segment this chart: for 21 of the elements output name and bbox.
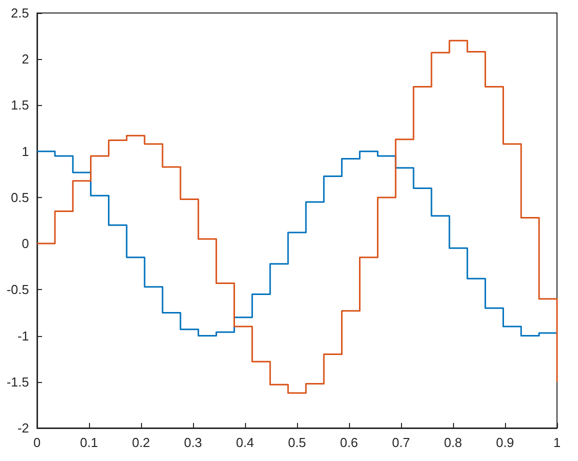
y-tick-label: -1 [17, 328, 29, 344]
x-tick-label: 0.4 [236, 435, 254, 450]
y-tick-label: -2 [17, 420, 29, 436]
x-tick-label: 0.6 [340, 435, 358, 450]
y-tick-label: -0.5 [6, 282, 29, 298]
y-tick-label: -1.5 [6, 374, 29, 390]
x-tick-label: 0.9 [496, 435, 514, 450]
x-tick-label: 0.8 [444, 435, 462, 450]
y-tick-label: 1 [22, 144, 29, 159]
x-tick-label: 0.2 [132, 435, 150, 450]
y-tick-label: 0 [22, 236, 29, 252]
y-tick-label: 1.5 [10, 98, 29, 113]
x-tick-label: 0.5 [288, 435, 306, 450]
y-tick-label: 2 [22, 52, 29, 67]
y-tick-label: 0.5 [10, 190, 29, 205]
x-tick-label: 1 [553, 435, 561, 450]
x-tick-label: 0.1 [80, 435, 98, 450]
x-tick-label: 0 [33, 435, 41, 450]
x-tick-label: 0.3 [184, 435, 202, 450]
y-tick-label: 2.5 [10, 6, 29, 20]
x-tick-label: 0.7 [392, 435, 410, 450]
